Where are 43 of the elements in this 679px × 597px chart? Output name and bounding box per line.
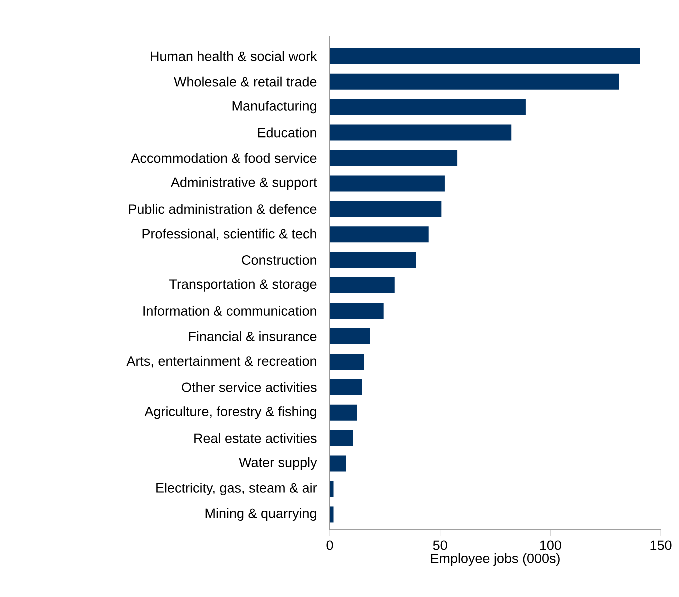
- y-tick-label: Arts, entertainment & recreation: [126, 356, 316, 368]
- y-tick-label: Other service activities: [182, 382, 317, 392]
- bar: [330, 176, 445, 192]
- x-tick-label: 50: [433, 540, 448, 550]
- bar: [330, 252, 416, 268]
- bar: [330, 506, 334, 523]
- y-tick-label: Manufacturing: [232, 101, 316, 114]
- bar: [330, 481, 334, 498]
- y-tick-label: Mining & quarrying: [206, 508, 316, 522]
- x-axis-title: Employee jobs (000s): [431, 553, 560, 566]
- y-tick-label: Electricity, gas, steam & air: [156, 482, 318, 496]
- y-tick-label: Financial & insurance: [189, 332, 317, 342]
- bar: [330, 328, 370, 344]
- bar: [330, 99, 526, 116]
- y-tick-label: Agriculture, forestry & fishing: [144, 406, 316, 420]
- bar: [330, 303, 384, 320]
- bar: [330, 74, 620, 90]
- bar: [330, 404, 358, 421]
- bar: [330, 278, 395, 294]
- bar: [330, 124, 512, 141]
- bar: [330, 201, 442, 218]
- y-tick-label: Construction: [242, 255, 316, 266]
- y-tick-label: Public administration & defence: [129, 204, 317, 214]
- x-tick-label: 0: [326, 540, 334, 550]
- bar: [330, 430, 354, 446]
- bar: [330, 354, 364, 370]
- bar: [330, 226, 429, 243]
- y-tick-label: Transportation & storage: [170, 279, 317, 292]
- y-tick-label: Education: [258, 128, 316, 138]
- y-tick-label: Human health & social work: [151, 51, 318, 62]
- y-tick-label: Water supply: [239, 458, 318, 470]
- bar: [330, 379, 362, 396]
- y-tick-label: Wholesale & retail trade: [174, 76, 317, 87]
- y-tick-label: Administrative & support: [171, 177, 318, 190]
- bar: [330, 456, 346, 472]
- bar: [330, 150, 458, 166]
- y-tick-label: Information & communication: [144, 306, 316, 316]
- x-tick-label: 100: [540, 540, 562, 550]
- y-tick-label: Real estate activities: [194, 433, 317, 444]
- x-tick-label: 150: [650, 540, 672, 550]
- y-tick-label: Accommodation & food service: [131, 153, 317, 164]
- bar: [330, 48, 640, 64]
- y-tick-label: Professional, scientific & tech: [142, 228, 316, 240]
